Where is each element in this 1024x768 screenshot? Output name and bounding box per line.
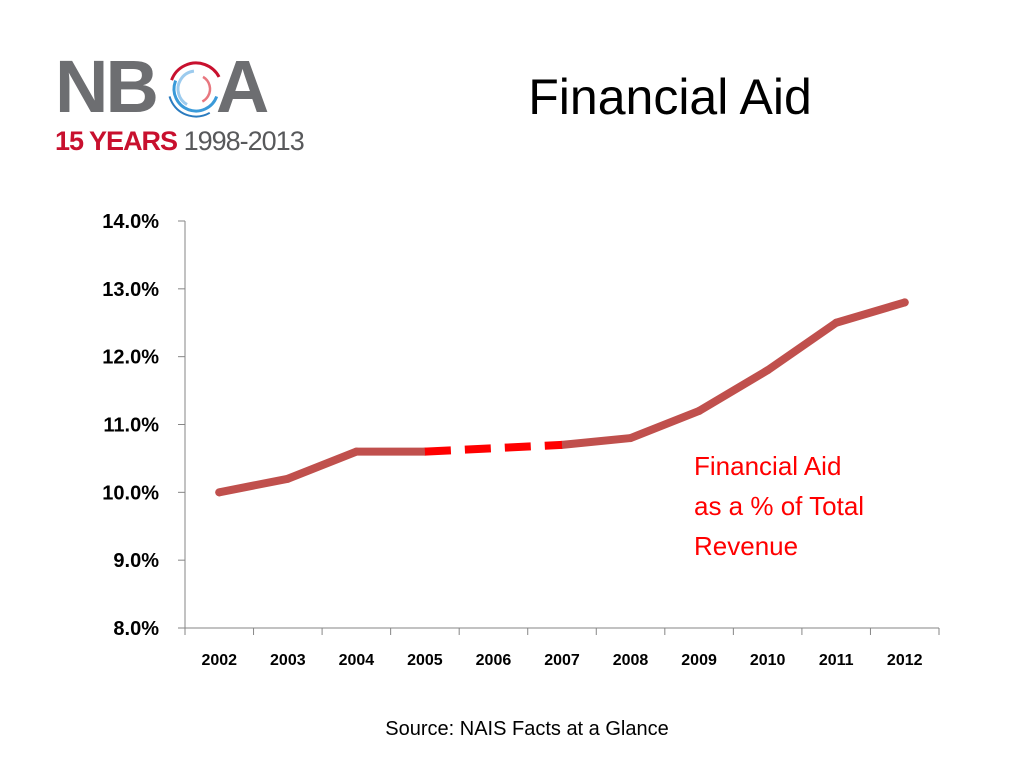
source-note: Source: NAIS Facts at a Glance	[385, 718, 669, 740]
data-point	[215, 488, 224, 497]
x-tick-label: 2002	[201, 652, 237, 669]
y-tick-label: 14.0%	[102, 211, 159, 233]
y-tick-label: 8.0%	[113, 618, 159, 640]
logo-wordmark: NB A	[55, 50, 269, 124]
logo-letters-left: NB	[55, 45, 159, 128]
data-point	[626, 434, 635, 443]
x-tick-label: 2010	[750, 652, 786, 669]
y-tick-label: 9.0%	[113, 550, 159, 572]
slide-title: Financial Aid	[528, 69, 812, 125]
data-point	[283, 474, 292, 483]
logo-years-range: 1998-2013	[183, 126, 305, 156]
data-point	[900, 298, 909, 307]
gap-dashed-line	[424, 440, 563, 456]
nboa-logo: NB A 15 YEARS 1998-2013	[55, 50, 305, 160]
y-tick-label: 11.0%	[103, 415, 159, 437]
y-tick-label: 13.0%	[102, 279, 159, 301]
y-tick-label: 12.0%	[102, 347, 159, 369]
x-tick-label: 2005	[407, 652, 443, 669]
series-line	[215, 447, 429, 497]
data-point	[763, 366, 772, 375]
x-tick-label: 2006	[476, 652, 512, 669]
x-tick-label: 2004	[339, 652, 375, 669]
x-tick-label: 2009	[681, 652, 717, 669]
nboa-swirl-o-icon	[167, 60, 225, 118]
logo-tagline: 15 YEARS 1998-2013	[55, 126, 305, 156]
logo-letters-right: A	[215, 45, 269, 128]
annotation-line-1: Financial Aid	[694, 451, 842, 481]
series-annotation: Financial Aid as a % of Total Revenue	[694, 446, 924, 566]
y-tick-label: 10.0%	[102, 482, 159, 504]
data-point	[352, 447, 361, 456]
x-tick-label: 2008	[613, 652, 649, 669]
data-point	[695, 406, 704, 415]
x-tick-label: 2003	[270, 652, 306, 669]
series-line	[558, 298, 909, 449]
annotation-line-3: Revenue	[694, 531, 799, 561]
x-tick-label: 2012	[887, 652, 923, 669]
x-tick-label: 2011	[819, 652, 854, 669]
x-tick-label: 2007	[544, 652, 580, 669]
logo-years-highlight: 15 YEARS	[55, 126, 178, 156]
data-point	[832, 318, 841, 327]
annotation-line-2: as a % of Total	[694, 491, 865, 521]
